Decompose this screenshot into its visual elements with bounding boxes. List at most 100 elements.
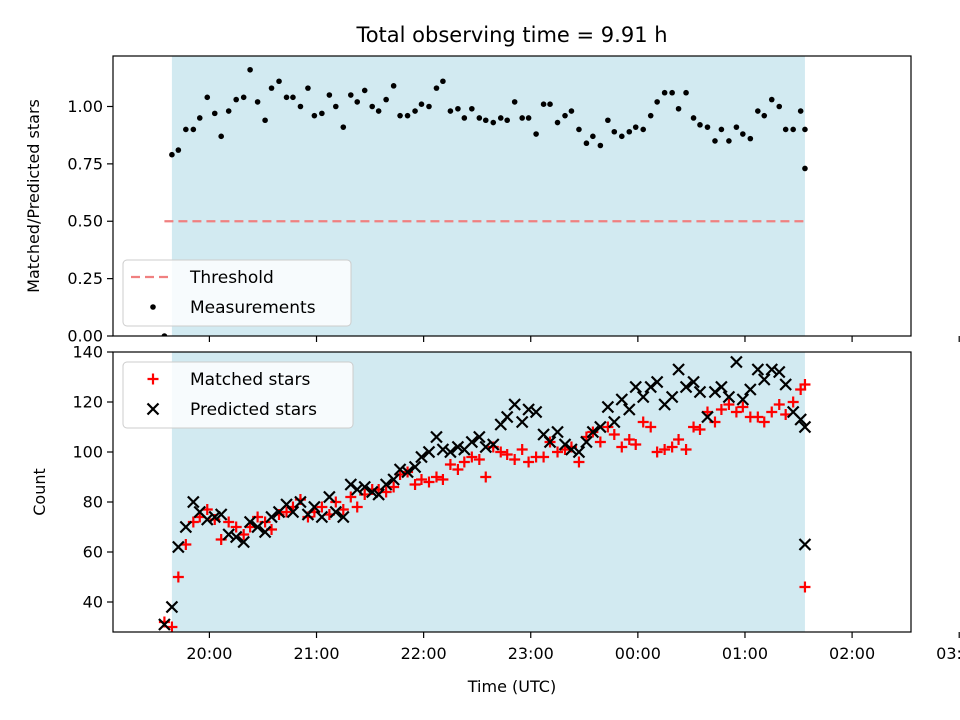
matched-star-point: [430, 471, 442, 483]
predicted-star-point: [444, 445, 457, 459]
predicted-star-point: [679, 380, 693, 394]
predicted-star-point: [451, 440, 465, 454]
measurement-point: [547, 101, 553, 107]
predicted-star-point: [701, 410, 714, 424]
matched-star-point: [715, 404, 727, 415]
measurement-point: [626, 128, 633, 135]
predicted-star-point: [794, 413, 807, 426]
measurement-point: [576, 126, 582, 133]
matched-star-point: [495, 446, 507, 458]
predicted-star-point: [229, 530, 243, 544]
matched-star-point: [223, 516, 235, 528]
predicted-star-point: [798, 420, 812, 434]
matched-star-point: [501, 449, 513, 460]
predicted-star-point: [629, 380, 642, 394]
measurement-point: [361, 87, 368, 94]
measurement-point: [661, 89, 668, 96]
predicted-star-point: [358, 480, 371, 494]
measurement-point: [675, 105, 682, 112]
legend-label: Threshold: [189, 268, 274, 288]
measurement-point: [511, 99, 518, 105]
measurement-point: [790, 126, 796, 133]
y-tick-label: 0.50: [67, 212, 103, 231]
predicted-star-point: [486, 438, 500, 451]
top-panel: 0.00 0.25 0.50 0.75 1.00 Matched/Predicted st…: [24, 55, 960, 346]
matched-star-point: [172, 571, 184, 583]
predicted-star-point: [465, 435, 479, 449]
matched-star-point: [509, 454, 521, 465]
matched-star-point: [623, 434, 635, 445]
matched-star-point: [666, 441, 678, 453]
predicted-star-point: [730, 355, 743, 369]
predicted-star-point: [798, 538, 812, 551]
predicted-star-point: [751, 363, 765, 376]
predicted-star-point: [408, 460, 422, 474]
y-axis-title: Count: [30, 468, 49, 516]
predicted-star-point: [744, 383, 757, 396]
measurement-point: [562, 112, 568, 119]
measurement-point: [597, 142, 604, 149]
measurement-point: [533, 131, 539, 137]
measurement-point: [469, 105, 475, 112]
predicted-star-point: [337, 510, 350, 524]
predicted-star-point: [572, 445, 586, 459]
predicted-star-point: [422, 445, 436, 459]
predicted-star-point: [372, 488, 385, 501]
measurement-point: [802, 126, 808, 133]
measurement-point: [640, 126, 647, 133]
measurement-point: [733, 124, 740, 130]
matched-star-point: [345, 491, 357, 503]
measurement-point: [412, 108, 418, 114]
predicted-star-point: [479, 440, 493, 454]
measurement-point: [747, 135, 754, 142]
matched-star-point: [758, 416, 770, 428]
predicted-star-point: [315, 510, 329, 524]
x-tick-label: 23:00: [508, 644, 554, 663]
predicted-star-point: [158, 618, 171, 631]
predicted-star-point: [650, 375, 664, 389]
measurement-point: [618, 133, 625, 140]
predicted-star-point: [179, 520, 193, 534]
measurement-point: [704, 124, 711, 130]
measurement-point: [632, 124, 639, 130]
predicted-star-point: [508, 398, 521, 411]
legend-box: [122, 259, 352, 327]
y-tick-label: 100: [72, 443, 103, 462]
measurement-point: [755, 108, 761, 114]
x-axis-title: Time (UTC): [467, 677, 556, 696]
x-tick-label: 01:00: [722, 644, 768, 663]
matched-star-point: [694, 424, 706, 435]
measurement-point: [276, 78, 282, 85]
legend-box: [122, 361, 354, 429]
measurement-point: [433, 85, 440, 91]
measurement-point: [196, 115, 203, 121]
predicted-star-point: [636, 390, 650, 404]
predicted-star-point: [693, 385, 707, 399]
measurement-point: [233, 96, 239, 103]
measurement-point: [461, 115, 468, 121]
predicted-star-point: [522, 403, 535, 416]
measurement-point: [418, 101, 425, 107]
predicted-star-point: [722, 390, 736, 404]
y-tick-label: 60: [83, 543, 103, 562]
x-tick-label: 21:00: [293, 644, 339, 663]
x-tick-label: 03:00: [936, 644, 960, 663]
predicted-star-point: [243, 515, 257, 529]
measurement-point: [718, 126, 725, 133]
predicted-star-point: [286, 505, 300, 519]
measurement-point: [440, 78, 446, 85]
matched-star-point: [473, 454, 485, 465]
measurement-point: [776, 103, 783, 110]
predicted-star-point: [415, 450, 428, 464]
measurement-point: [311, 112, 318, 119]
predicted-star-point: [222, 528, 235, 541]
measurement-point: [340, 124, 347, 130]
matched-star-point: [737, 401, 749, 413]
measurement-point: [397, 112, 403, 119]
x-tick-label: 02:00: [829, 644, 875, 663]
measurement-point: [683, 89, 689, 96]
matched-star-point: [523, 456, 535, 468]
predicted-star-point: [601, 400, 615, 414]
predicted-star-point: [214, 508, 228, 521]
